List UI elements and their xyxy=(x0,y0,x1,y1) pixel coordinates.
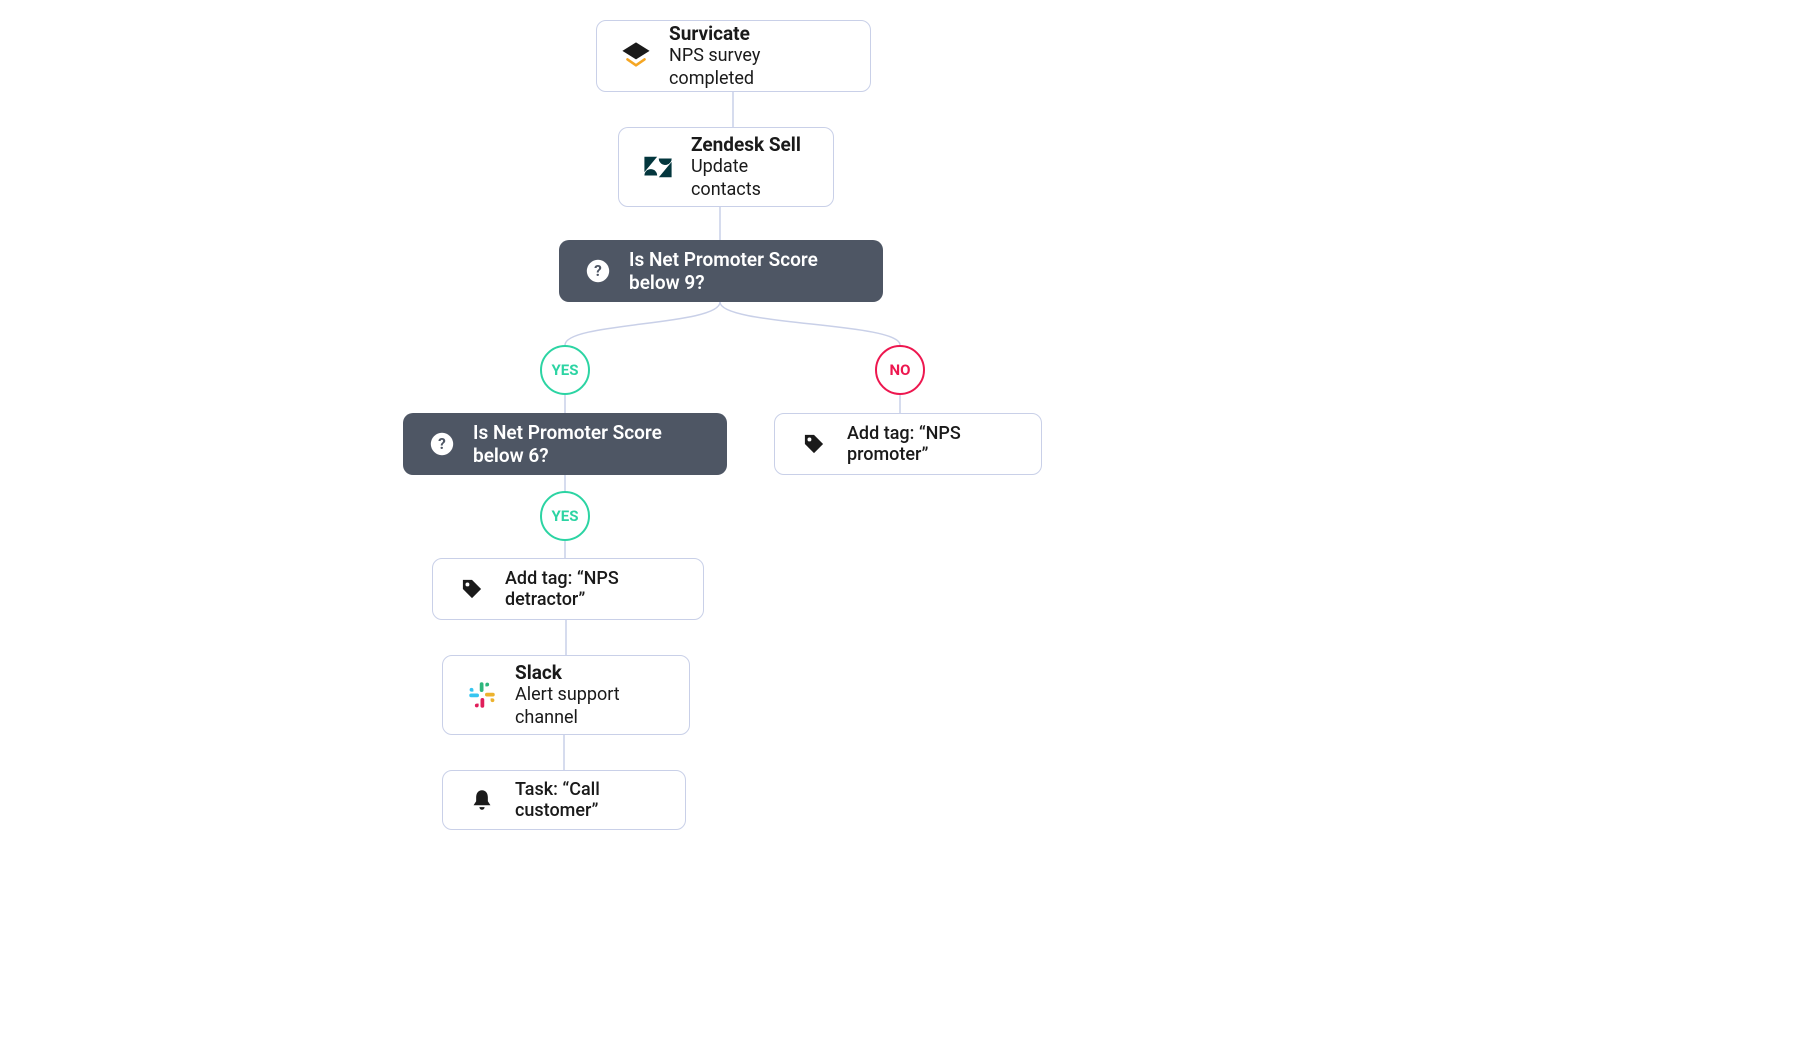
node-survicate: Survicate NPS survey completed xyxy=(596,20,871,92)
badge-label: YES xyxy=(552,507,579,525)
tag-icon xyxy=(797,427,831,461)
node-zendesk: Zendesk Sell Update contacts xyxy=(618,127,834,207)
node-question-nps-9: ? Is Net Promoter Score below 9? xyxy=(559,240,883,302)
node-text: Is Net Promoter Score below 6? xyxy=(473,421,705,467)
node-title: Zendesk Sell xyxy=(691,133,811,157)
bell-icon xyxy=(465,783,499,817)
node-text: Is Net Promoter Score below 9? xyxy=(629,248,861,294)
zendesk-icon xyxy=(641,150,675,184)
node-tag-promoter: Add tag: “NPS promoter” xyxy=(774,413,1042,475)
svg-text:?: ? xyxy=(438,435,446,453)
node-question-nps-6: ? Is Net Promoter Score below 6? xyxy=(403,413,727,475)
question-icon: ? xyxy=(581,254,615,288)
survicate-icon xyxy=(619,39,653,73)
node-task-call: Task: “Call customer” xyxy=(442,770,686,830)
node-subtitle: Alert support channel xyxy=(515,684,667,729)
badge-label: YES xyxy=(552,361,579,379)
tag-icon xyxy=(455,572,489,606)
node-text: Task: “Call customer” xyxy=(515,779,663,821)
node-text: Add tag: “NPS detractor” xyxy=(505,568,681,610)
node-slack: Slack Alert support channel xyxy=(442,655,690,735)
node-tag-detractor: Add tag: “NPS detractor” xyxy=(432,558,704,620)
node-subtitle: Update contacts xyxy=(691,156,811,201)
badge-label: NO xyxy=(890,361,911,379)
node-subtitle: NPS survey completed xyxy=(669,45,848,90)
flowchart-canvas: Survicate NPS survey completed Zendesk S… xyxy=(0,0,1800,1050)
node-text: Add tag: “NPS promoter” xyxy=(847,423,1019,465)
node-title: Survicate xyxy=(669,22,848,46)
node-title: Slack xyxy=(515,661,667,685)
badge-yes-1: YES xyxy=(540,345,590,395)
badge-no-1: NO xyxy=(875,345,925,395)
badge-yes-2: YES xyxy=(540,491,590,541)
question-icon: ? xyxy=(425,427,459,461)
svg-text:?: ? xyxy=(594,262,602,280)
connectors-layer xyxy=(0,0,1800,1050)
slack-icon xyxy=(465,678,499,712)
